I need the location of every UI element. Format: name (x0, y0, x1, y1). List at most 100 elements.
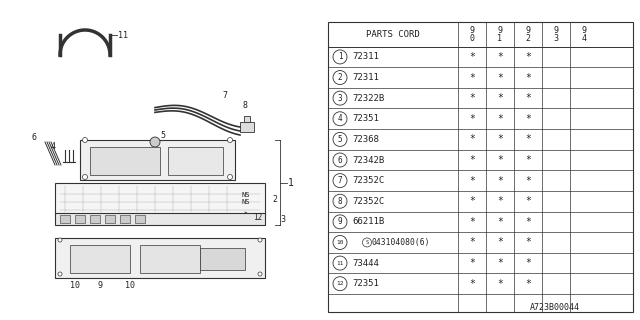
Text: *: * (497, 217, 503, 227)
Text: A723B00044: A723B00044 (530, 303, 580, 312)
Text: 2: 2 (525, 34, 531, 43)
Text: PARTS CORD: PARTS CORD (366, 30, 420, 39)
Text: 10: 10 (125, 281, 135, 290)
Text: 66211B: 66211B (352, 217, 384, 226)
Circle shape (227, 138, 232, 142)
Text: 72352C: 72352C (352, 176, 384, 185)
Text: 9: 9 (582, 26, 586, 35)
Text: *: * (497, 176, 503, 186)
Text: 72311: 72311 (352, 73, 379, 82)
Text: 9: 9 (470, 26, 474, 35)
Text: 73444: 73444 (352, 259, 379, 268)
Text: 3: 3 (554, 34, 559, 43)
Text: 6: 6 (31, 132, 36, 141)
Text: *: * (497, 52, 503, 62)
Bar (60, 215, 70, 223)
Text: 10: 10 (336, 240, 344, 245)
Bar (75, 215, 85, 223)
Text: *: * (525, 52, 531, 62)
Text: *: * (497, 155, 503, 165)
Circle shape (58, 272, 62, 276)
Text: 72351: 72351 (352, 279, 379, 288)
Circle shape (333, 112, 347, 126)
Text: *: * (525, 176, 531, 186)
Text: *: * (469, 176, 475, 186)
Text: 5: 5 (160, 131, 165, 140)
Circle shape (333, 91, 347, 105)
Text: 4: 4 (51, 141, 56, 150)
Text: 1: 1 (497, 34, 502, 43)
Circle shape (362, 238, 371, 247)
Text: 6: 6 (338, 156, 342, 164)
Text: 3: 3 (280, 215, 285, 225)
Text: 12: 12 (336, 281, 344, 286)
Text: 9: 9 (525, 26, 531, 35)
Text: 72368: 72368 (352, 135, 379, 144)
Text: 9: 9 (497, 26, 502, 35)
Text: *: * (497, 134, 503, 144)
Text: 10: 10 (70, 281, 80, 290)
Text: *: * (469, 279, 475, 289)
Bar (80, 140, 235, 180)
Text: *: * (497, 73, 503, 83)
Text: *: * (469, 114, 475, 124)
Text: 9: 9 (338, 217, 342, 226)
Text: *: * (469, 237, 475, 247)
Text: *: * (525, 155, 531, 165)
Text: 72352C: 72352C (352, 197, 384, 206)
Circle shape (227, 174, 232, 180)
Bar (55, 183, 265, 215)
Text: 1: 1 (288, 178, 294, 188)
Text: *: * (469, 93, 475, 103)
Bar (240, 122, 254, 132)
Text: *: * (469, 258, 475, 268)
Text: *: * (525, 217, 531, 227)
Circle shape (333, 236, 347, 250)
Circle shape (333, 277, 347, 291)
Bar (244, 116, 250, 122)
Text: 5: 5 (338, 135, 342, 144)
Text: 7: 7 (338, 176, 342, 185)
Text: 8: 8 (243, 100, 248, 109)
Text: NS: NS (242, 192, 250, 198)
Text: *: * (469, 134, 475, 144)
Circle shape (333, 174, 347, 188)
Text: *: * (497, 196, 503, 206)
Text: 9: 9 (554, 26, 559, 35)
Text: 72342B: 72342B (352, 156, 384, 164)
Circle shape (333, 256, 347, 270)
Circle shape (333, 50, 347, 64)
Text: *: * (469, 73, 475, 83)
Bar (328, 22, 633, 312)
Text: *: * (525, 237, 531, 247)
Circle shape (83, 174, 88, 180)
Bar (200, 248, 245, 270)
Circle shape (333, 153, 347, 167)
Circle shape (58, 238, 62, 242)
Bar (55, 238, 265, 278)
Text: *: * (497, 258, 503, 268)
Text: *: * (497, 237, 503, 247)
Text: *: * (525, 279, 531, 289)
Text: 72311: 72311 (352, 52, 379, 61)
Circle shape (333, 215, 347, 229)
Text: 12: 12 (253, 212, 262, 221)
Text: 72322B: 72322B (352, 94, 384, 103)
Bar (90, 147, 160, 175)
Text: 0: 0 (470, 34, 474, 43)
Text: 4: 4 (582, 34, 586, 43)
Text: *: * (497, 93, 503, 103)
Text: *: * (469, 196, 475, 206)
Circle shape (333, 194, 347, 208)
Bar (135, 215, 145, 223)
Text: *: * (497, 114, 503, 124)
Bar (105, 215, 115, 223)
Bar (55, 213, 265, 225)
Text: 7: 7 (223, 91, 227, 100)
Text: 9: 9 (97, 281, 102, 290)
Bar (70, 245, 130, 273)
Text: *: * (525, 196, 531, 206)
Text: 2: 2 (338, 73, 342, 82)
Text: *: * (525, 134, 531, 144)
Text: 11: 11 (118, 30, 128, 39)
